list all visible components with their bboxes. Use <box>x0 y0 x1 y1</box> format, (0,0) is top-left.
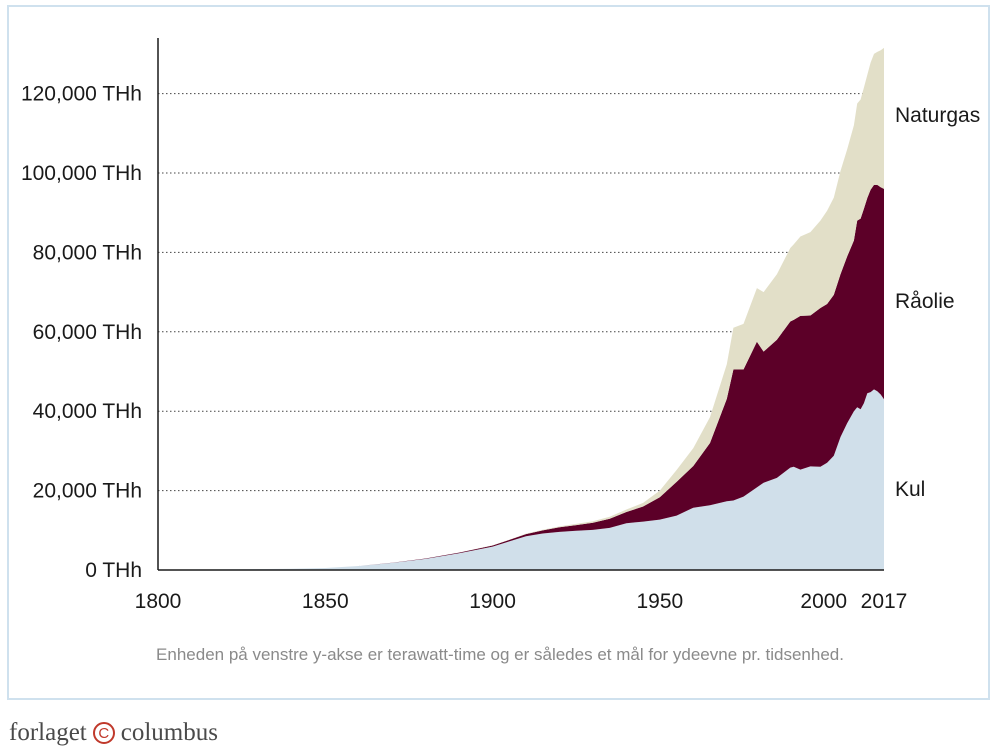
series-label: Kul <box>895 478 925 501</box>
y-tick-label: 80,000 THh <box>33 241 142 264</box>
x-tick-labels: 1800 1850 1900 1950 2000 2017 <box>135 590 908 613</box>
series-label: Naturgas <box>895 104 980 127</box>
axes <box>157 38 884 571</box>
y-tick-label: 60,000 THh <box>33 321 142 344</box>
area-raolie <box>158 184 884 570</box>
y-tick-label: 20,000 THh <box>33 480 142 503</box>
brand-right: columbus <box>120 719 218 746</box>
x-tick-label: 2017 <box>861 590 908 613</box>
x-tick-label: 1900 <box>469 590 516 613</box>
x-tick-label: 1850 <box>302 590 349 613</box>
x-tick-label: 2000 <box>800 590 847 613</box>
y-tick-label: 100,000 THh <box>21 162 142 185</box>
y-tick-labels: 0 THh 20,000 THh 40,000 THh 60,000 THh 80,00… <box>21 83 142 582</box>
y-tick-label: 120,000 THh <box>21 83 142 106</box>
x-tick-label: 1800 <box>135 590 182 613</box>
stacked-areas <box>158 47 884 570</box>
chart-caption: Enheden på venstre y-akse er terawatt-ti… <box>156 645 844 664</box>
x-tick-label: 1950 <box>636 590 683 613</box>
brand-left: forlaget <box>9 719 87 746</box>
publisher-logo: forlaget C columbus <box>9 718 218 748</box>
y-tick-label: 40,000 THh <box>33 400 142 423</box>
area-kul <box>158 389 884 570</box>
series-labels: Kul Råolie Naturgas <box>895 104 980 501</box>
area-naturgas <box>158 47 884 570</box>
copyright-icon: C <box>92 722 115 744</box>
y-tick-label: 0 THh <box>85 559 142 582</box>
series-label: Råolie <box>895 290 955 313</box>
